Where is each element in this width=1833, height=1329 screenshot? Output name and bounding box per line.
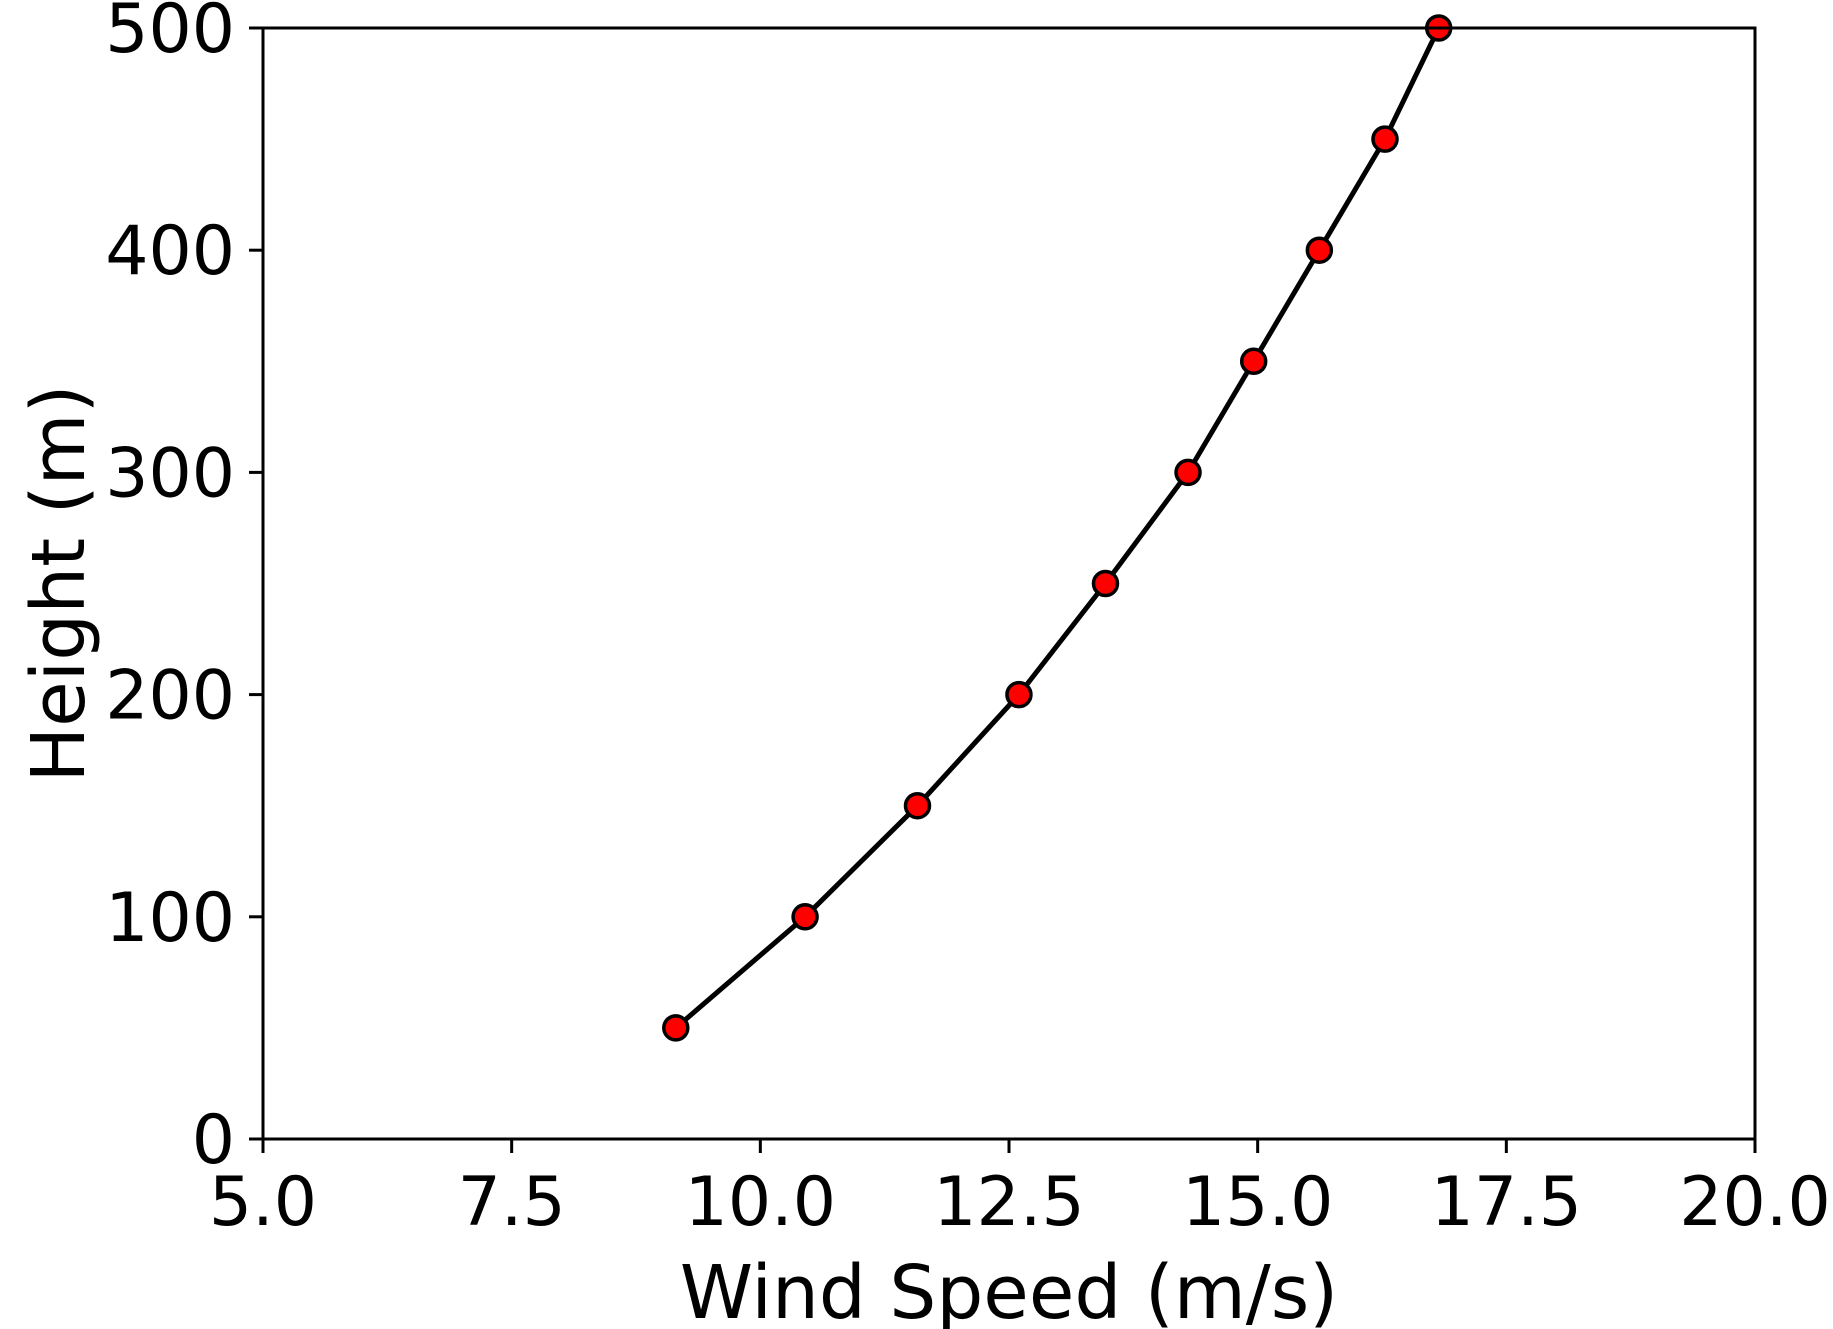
data-point <box>1005 680 1033 709</box>
y-axis-ticks: 0 100 200 300 400 500 <box>105 0 263 1180</box>
y-axis-label: Height (m) <box>16 385 102 783</box>
x-tick-label: 7.5 <box>458 1163 566 1242</box>
x-axis-ticks: 5.0 7.5 10.0 12.5 15.0 17.5 20.0 <box>209 1139 1831 1242</box>
data-point <box>1174 458 1202 487</box>
x-tick-label: 5.0 <box>209 1163 317 1242</box>
data-point <box>903 791 932 820</box>
data-point <box>1239 347 1268 376</box>
series-line <box>674 26 1441 1030</box>
x-tick-label: 12.5 <box>933 1163 1084 1242</box>
x-tick-label: 17.5 <box>1431 1163 1582 1242</box>
plot-area <box>662 14 1453 1042</box>
x-tick-label: 15.0 <box>1182 1163 1333 1242</box>
y-tick-label: 400 <box>105 212 235 291</box>
y-tick-label: 200 <box>105 657 235 736</box>
y-tick-label: 500 <box>105 0 235 69</box>
x-tick-label: 10.0 <box>685 1163 836 1242</box>
data-point <box>791 903 819 931</box>
y-tick-label: 100 <box>105 879 235 958</box>
y-tick-label: 300 <box>105 434 235 513</box>
x-axis-label: Wind Speed (m/s) <box>680 1250 1338 1329</box>
data-point <box>662 1014 690 1042</box>
data-point <box>1371 125 1399 153</box>
y-tick-label: 0 <box>192 1101 235 1180</box>
data-point <box>1091 569 1120 598</box>
x-tick-label: 20.0 <box>1679 1163 1830 1242</box>
data-point <box>1305 236 1334 264</box>
